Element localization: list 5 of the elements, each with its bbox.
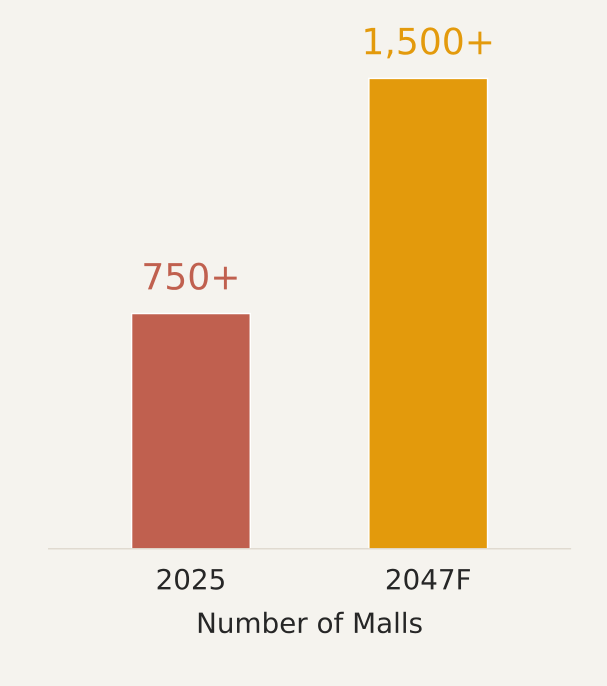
data-label: 750+	[144, 262, 237, 290]
x-tick-label: 2025	[158, 568, 224, 590]
data-label: 1,500+	[365, 27, 492, 58]
x-axis-title: Number of Malls	[198, 612, 422, 634]
x-tick-label: 2047F	[386, 568, 470, 590]
